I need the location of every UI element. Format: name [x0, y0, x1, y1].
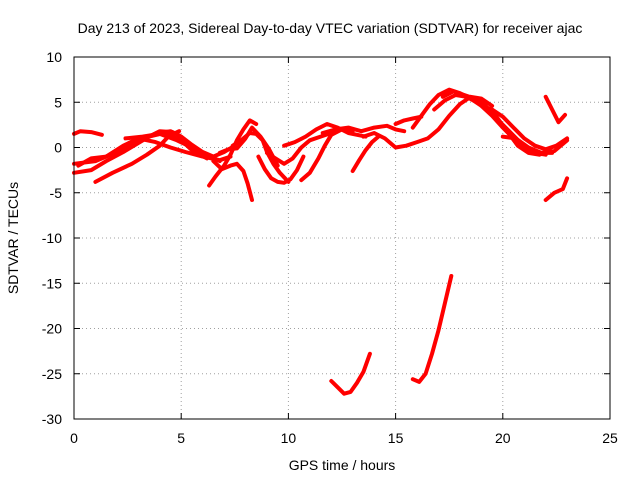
x-tick-label: 15 [388, 430, 404, 446]
y-tick-label: 10 [46, 49, 62, 65]
series-layer [72, 87, 570, 396]
series-arc-1 [72, 129, 104, 137]
series-arc-28 [410, 274, 454, 384]
series-arc-4 [76, 136, 233, 168]
grid [74, 57, 610, 419]
series-arc-26 [543, 176, 570, 202]
chart-title: Day 213 of 2023, Sidereal Day-to-day VTE… [78, 20, 583, 36]
series-arc-9 [211, 159, 254, 202]
y-tick-label: -25 [42, 366, 62, 382]
series-arc-12 [256, 154, 306, 185]
x-tick-label: 25 [602, 430, 618, 446]
series-arc-7 [123, 131, 222, 164]
y-tick-label: -30 [42, 411, 62, 427]
series-arc-16 [320, 123, 407, 135]
x-tick-label: 0 [70, 430, 78, 446]
x-tick-label: 10 [281, 430, 297, 446]
x-axis-label: GPS time / hours [289, 457, 396, 473]
y-axis-label: SDTVAR / TECUs [5, 182, 21, 294]
y-tick-label: -20 [42, 321, 62, 337]
series-arc-24 [500, 134, 570, 155]
x-tick-label: 5 [177, 430, 185, 446]
y-tick-label: 0 [54, 140, 62, 156]
series-arc-11 [230, 131, 291, 184]
y-tick-label: -5 [50, 185, 63, 201]
series-arc-13 [265, 131, 334, 166]
y-tick-label: 5 [54, 94, 62, 110]
series-arc-23 [479, 103, 570, 152]
ticks: 0 5 10 15 20 25 10 5 0 -5 -10 -15 -20 -25 -30 [42, 49, 618, 446]
series-arc-25 [543, 94, 567, 125]
series-arc-14 [282, 122, 368, 148]
y-tick-label: -15 [42, 275, 62, 291]
series-arc-22 [440, 89, 552, 157]
x-tick-label: 20 [495, 430, 511, 446]
series-arc-17 [350, 134, 381, 173]
series-arc-19 [393, 114, 424, 126]
series-arc-15 [299, 127, 355, 183]
series-arc-27 [329, 351, 372, 396]
y-tick-label: -10 [42, 230, 62, 246]
